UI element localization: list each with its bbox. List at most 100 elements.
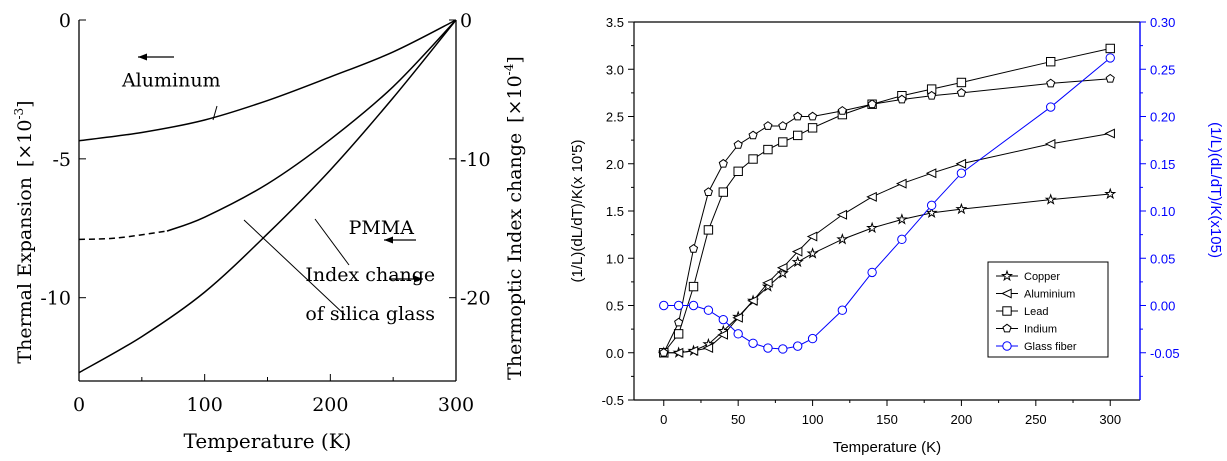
data-point-lead — [793, 130, 803, 141]
y-tick-label: 0.0 — [606, 346, 624, 361]
data-point-aluminium — [717, 329, 728, 340]
y-tick-label: 3.5 — [606, 15, 624, 30]
y-axis-label: Thermal Expansion [×10-3] — [12, 100, 36, 363]
data-point-glass-fiber — [867, 267, 877, 278]
legend-label-lead: Lead — [1024, 306, 1048, 318]
data-point-lead — [688, 281, 699, 292]
annotation-aluminum: Aluminum — [121, 70, 221, 92]
x-tick-label: 300 — [438, 394, 474, 416]
y2-tick-label: -10 — [460, 149, 491, 171]
data-point-indium — [837, 106, 847, 115]
data-point-glass-fiber — [778, 344, 788, 354]
y-tick-label: 1.5 — [606, 204, 624, 219]
series-line-pmma — [78, 19, 457, 374]
legend-marker-glass-fiber — [1002, 341, 1012, 351]
x-tick-label: 250 — [1025, 412, 1047, 427]
data-point-indium — [703, 187, 713, 196]
legend-marker-copper — [1000, 269, 1014, 282]
y-tick-label: 3.0 — [606, 62, 624, 77]
data-point-glass-fiber — [956, 168, 967, 178]
series-line-lead — [663, 47, 1111, 354]
y-tick-label: 0 — [59, 10, 71, 32]
data-point-lead — [778, 137, 788, 147]
legend-label-copper: Copper — [1024, 271, 1060, 283]
y2-tick-label: 0.20 — [1150, 110, 1175, 125]
data-point-glass-fiber — [748, 338, 758, 348]
data-point-glass-fiber — [1105, 53, 1115, 63]
y-tick-label: 1.0 — [606, 251, 624, 266]
data-point-glass-fiber — [793, 341, 803, 351]
y2-tick-label: -20 — [460, 288, 491, 310]
data-point-glass-fiber — [718, 314, 728, 325]
series-line-indium — [663, 78, 1111, 353]
data-point-glass-fiber — [763, 343, 773, 353]
left-chart-panel: 0 100 200 300 0 -5 -10 0 -10 -20 Temperature (K) Th… — [12, 10, 526, 453]
y2-axis-label-exponent: -4 — [502, 63, 516, 75]
data-point-aluminium — [925, 168, 937, 179]
index-change-arrow-head — [414, 275, 423, 283]
data-point-indium — [718, 158, 728, 168]
y2-axis-label-close: ] — [504, 56, 526, 63]
data-point-indium — [659, 347, 669, 357]
legend-label-indium: Indium — [1024, 324, 1057, 336]
data-point-aluminium — [1044, 138, 1056, 149]
data-point-indium — [897, 94, 907, 104]
x-tick-label: 200 — [312, 394, 348, 416]
x-axis-label: Temperature (K) — [184, 429, 352, 453]
data-point-glass-fiber — [673, 300, 684, 311]
data-point-glass-fiber — [1046, 102, 1056, 112]
data-point-indium — [956, 88, 966, 97]
y-tick-label: 0.5 — [606, 299, 624, 314]
data-point-aluminium — [672, 347, 684, 358]
data-point-copper — [806, 247, 819, 259]
data-point-copper — [791, 255, 804, 268]
y-axis-label-name: Thermal Expansion — [14, 177, 36, 364]
aluminum-leader — [212, 105, 218, 121]
series-line-index-change-of-silica-glass-dashed — [78, 230, 168, 241]
data-point-aluminium — [896, 178, 907, 189]
data-point-glass-fiber — [897, 234, 907, 245]
annotation-index-change: Index change — [305, 264, 435, 286]
data-point-indium — [808, 111, 818, 121]
annotation-silica-glass: of silica glass — [305, 303, 435, 325]
data-point-lead — [1105, 43, 1115, 54]
data-point-lead — [718, 187, 728, 197]
data-point-aluminium — [732, 312, 743, 323]
legend-marker-aluminium — [1001, 288, 1012, 299]
x-tick-label: 200 — [951, 412, 973, 427]
data-point-aluminium — [702, 343, 714, 354]
data-point-indium — [927, 90, 937, 100]
x-tick-label: 0 — [73, 394, 85, 416]
data-point-indium — [674, 317, 684, 327]
x-axis-label: Temperature (K) — [833, 439, 941, 456]
data-point-indium — [1105, 73, 1115, 83]
y-tick-label: -5 — [52, 149, 71, 171]
y-axis-label-close: ] — [14, 100, 36, 107]
data-point-aluminium — [836, 209, 848, 220]
silica-leader — [243, 219, 346, 316]
data-point-aluminium — [791, 246, 803, 257]
data-point-lead — [703, 225, 714, 235]
data-point-indium — [778, 121, 788, 130]
data-point-glass-fiber — [837, 305, 848, 315]
data-point-indium — [763, 121, 773, 130]
data-point-lead — [748, 154, 758, 164]
data-point-indium — [688, 243, 699, 253]
legend-label-aluminium: Aluminium — [1024, 289, 1075, 301]
y-tick-label: 2.0 — [606, 157, 624, 172]
series-line-aluminum — [78, 19, 457, 142]
y2-axis-label: (1/L)(dL/dT)/K(x105) — [1207, 122, 1224, 258]
data-point-aluminium — [806, 231, 818, 242]
data-point-aluminium — [762, 277, 773, 288]
data-point-copper — [836, 232, 849, 245]
data-point-indium — [733, 140, 743, 149]
y2-tick-label: 0.00 — [1150, 299, 1175, 314]
data-point-lead — [733, 166, 743, 177]
y-tick-label: 2.5 — [606, 110, 624, 125]
y2-tick-label: 0 — [460, 10, 472, 32]
data-point-copper — [1104, 187, 1117, 200]
aluminum-arrow-head — [138, 53, 147, 61]
y-tick-label: -10 — [40, 288, 71, 310]
legend-marker-lead — [1002, 306, 1012, 316]
data-point-glass-fiber — [926, 200, 937, 211]
